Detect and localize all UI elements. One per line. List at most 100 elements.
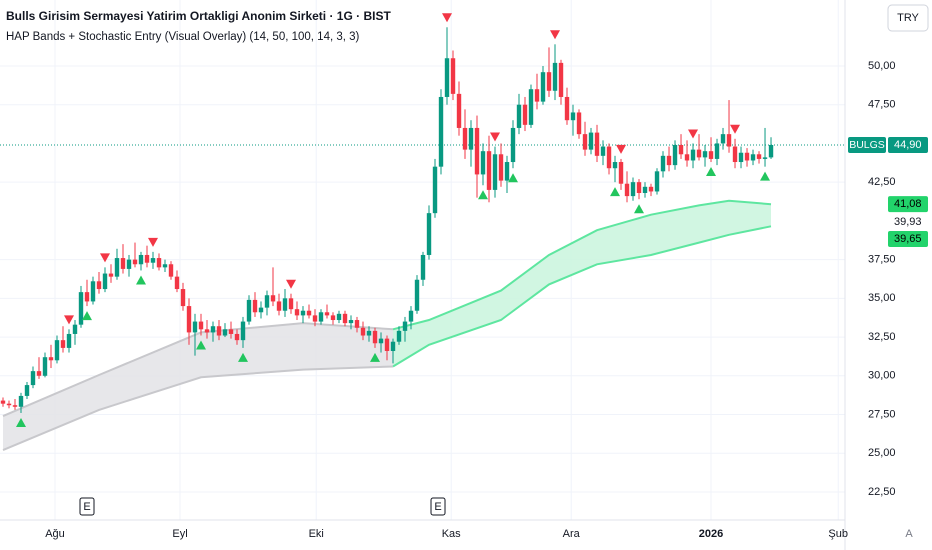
price-tag-label: 41,08	[894, 198, 922, 210]
candle-body	[156, 258, 162, 268]
candle-body	[24, 385, 30, 396]
currency-label[interactable]: TRY	[897, 12, 919, 24]
candle-body	[588, 132, 594, 150]
buy-signal	[136, 275, 147, 285]
candle-body	[726, 134, 732, 147]
candle-body	[90, 281, 96, 302]
candle-body	[750, 154, 756, 161]
y-tick-label: 22,50	[868, 486, 896, 498]
candle-body	[294, 309, 300, 316]
plot	[0, 13, 845, 452]
candle-body	[252, 299, 258, 313]
candle-body	[216, 326, 222, 336]
candle-body	[132, 259, 138, 265]
candle-body	[558, 62, 564, 97]
candle-body	[372, 330, 378, 344]
candle-body	[192, 321, 198, 333]
candle-body	[66, 333, 72, 348]
earnings-marker	[430, 497, 446, 516]
price-tag	[888, 230, 928, 247]
candle-body	[108, 273, 114, 277]
candle-body	[420, 254, 426, 280]
y-tick-label: 42,50	[868, 176, 896, 188]
candle-body	[270, 295, 276, 302]
candle-body	[300, 310, 306, 316]
x-tick-label: Şub	[828, 528, 848, 540]
candle-body	[54, 340, 60, 361]
candle-body	[708, 151, 714, 159]
candle-body	[126, 259, 132, 269]
candle-body	[672, 144, 678, 166]
candle-body	[264, 295, 270, 308]
buy-signal	[706, 167, 717, 177]
band-lower	[2, 365, 394, 452]
scale-mode[interactable]: A	[905, 528, 913, 540]
x-tick-label: Eyl	[172, 528, 187, 540]
price-tag-label: 39,93	[894, 216, 922, 228]
price-tag	[888, 136, 928, 153]
candle-body	[438, 96, 444, 167]
candle-body	[18, 395, 24, 407]
x-tick-label: Ara	[563, 528, 581, 540]
candle-body	[246, 299, 252, 322]
candle-body	[738, 152, 744, 163]
y-tick-label: 32,50	[868, 331, 896, 343]
buy-signal	[610, 187, 621, 197]
candle-body	[60, 340, 66, 348]
candle-body	[42, 357, 48, 376]
currency-button[interactable]	[887, 4, 929, 32]
candle-body	[576, 112, 582, 135]
candle-body	[516, 104, 522, 128]
buy-signal	[634, 204, 645, 214]
candle-body	[732, 146, 738, 163]
candle-body	[198, 321, 204, 330]
x-tick-label: Kas	[442, 528, 461, 540]
buy-signal	[16, 417, 27, 427]
candle-body	[240, 321, 246, 341]
candle-body	[204, 329, 210, 333]
candle-body	[630, 182, 636, 197]
buy-signal	[478, 190, 489, 200]
candle-body	[384, 338, 390, 352]
y-tick-label: 37,50	[868, 254, 896, 266]
candle-body	[378, 338, 384, 344]
candle-body	[102, 273, 108, 290]
candle-body	[150, 258, 156, 263]
candle-body	[114, 258, 120, 277]
candle-body	[666, 155, 672, 166]
candle-body	[330, 315, 336, 321]
candle-body	[402, 321, 408, 331]
x-tick-label: Ağu	[45, 528, 65, 540]
candle-body	[618, 162, 624, 184]
y-tick-label: 27,50	[868, 408, 896, 420]
candle-body	[714, 143, 720, 159]
candle-body	[468, 127, 474, 150]
sell-signal	[64, 315, 75, 325]
candle-body	[234, 333, 240, 341]
candle-body	[210, 326, 216, 333]
candle-body	[564, 96, 570, 121]
candle-body	[0, 400, 6, 404]
sell-signal	[688, 129, 699, 139]
candle-body	[366, 330, 372, 336]
buy-signal	[196, 340, 207, 350]
buy-signal	[238, 352, 249, 362]
candle-body	[444, 58, 450, 97]
candle-body	[168, 264, 174, 277]
candle-body	[276, 301, 282, 311]
candle-body	[594, 132, 600, 156]
buy-signal	[82, 311, 93, 321]
sell-signal	[550, 30, 561, 40]
candle-body	[582, 134, 588, 150]
band-fill	[3, 323, 393, 451]
candle-body	[654, 171, 660, 192]
candle-body	[756, 154, 762, 159]
sell-signal	[100, 253, 111, 263]
candle-body	[600, 146, 606, 156]
candle-body	[342, 313, 348, 324]
candle-body	[570, 112, 576, 121]
candle-body	[288, 298, 294, 310]
candle-body	[528, 89, 534, 125]
